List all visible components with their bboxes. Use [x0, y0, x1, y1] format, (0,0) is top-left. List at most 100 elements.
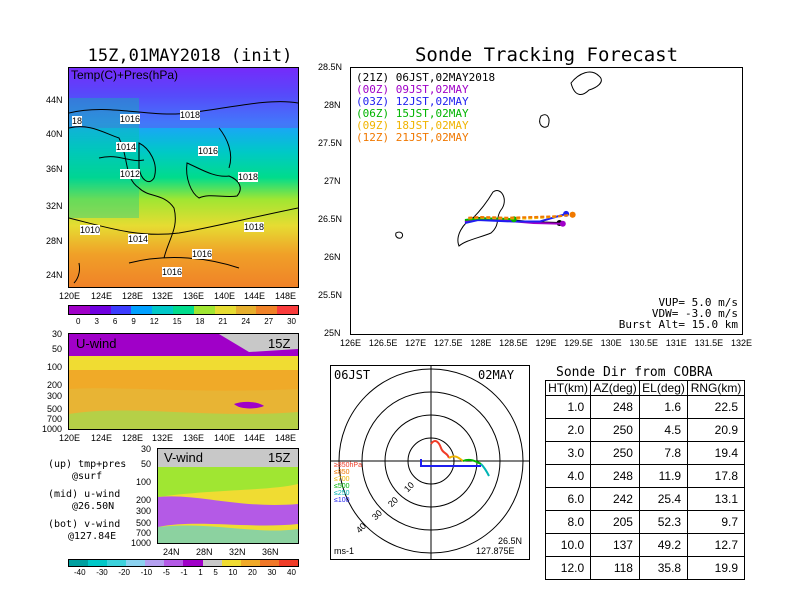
legend-run: (21Z) [356, 71, 390, 84]
lon-label: 120E [59, 291, 81, 301]
u-wind-weak-patch [219, 334, 298, 352]
table-cell: 1.6 [638, 395, 689, 419]
legend-time: 06JST,02MAY2018 [395, 71, 496, 84]
u-xlabel: 128E [122, 433, 144, 443]
colorbar-label: 15 [172, 317, 182, 326]
v-ylabel: 200 [136, 495, 152, 505]
table-cell: 242 [590, 487, 640, 511]
fc-lat-label: 26.5N [318, 214, 343, 224]
table-cell: 6.0 [544, 487, 592, 511]
colorbar-swatch [110, 306, 132, 314]
surface-map [68, 67, 299, 288]
table-row: 2.0 250 4.5 20.9 [544, 418, 745, 442]
v-ylabel: 100 [136, 477, 152, 487]
wind-swatch [259, 560, 279, 566]
islands [395, 71, 602, 247]
v-wind-surface [158, 525, 298, 543]
wind-colorbar-label: -20 [118, 568, 130, 577]
fc-lon-label: 126E [340, 338, 362, 348]
polar-svg [331, 366, 529, 559]
colorbar-swatch [69, 306, 90, 314]
table-header: EL(deg) [638, 380, 689, 396]
u-xlabel: 148E [275, 433, 297, 443]
table-cell: 20.9 [687, 418, 745, 442]
note-bot-1: (bot) v-wind [48, 519, 121, 530]
forecast-legend: (21Z) 06JST,02MAY2018 (00Z) 09JST,02MAY … [356, 72, 495, 144]
v-wind-northerly [158, 496, 298, 527]
u-ylabel: 30 [52, 329, 63, 339]
map-overlay-label: Temp(C)+Pres(hPa) [71, 68, 179, 82]
sonde-dir-title: Sonde Dir from COBRA [556, 365, 713, 380]
lat-label: 40N [46, 129, 63, 139]
trajectory-endpoint [559, 220, 566, 227]
u-wind-time: 15Z [268, 336, 291, 351]
fc-lon-label: 132E [730, 338, 752, 348]
trajectory-group [464, 210, 576, 227]
table-cell: 7.8 [638, 441, 689, 465]
u-ylabel: 700 [47, 414, 63, 424]
v-ylabel: 50 [141, 459, 152, 469]
u-ylabel: 300 [47, 391, 63, 401]
isobar-label: 1014 [116, 142, 137, 152]
legend-run: (03Z) [356, 95, 390, 108]
u-xlabel: 144E [244, 433, 266, 443]
legend-run: (09Z) [356, 119, 390, 132]
colorbar-label: 21 [218, 317, 228, 326]
fc-lon-label: 128E [470, 338, 492, 348]
wind-colorbar-label: 40 [287, 568, 296, 577]
table-cell: 52.3 [638, 510, 689, 534]
note-up-2: @surf [72, 471, 103, 482]
table-cell: 10.0 [544, 533, 592, 557]
v-xlabel: 32N [229, 547, 246, 557]
isobar-label: 1014 [128, 234, 149, 244]
colorbar-swatch [131, 306, 153, 314]
u-wind-panel [68, 333, 299, 430]
table-cell: 22.5 [687, 395, 745, 419]
table-cell: 4.0 [544, 464, 592, 488]
isobar-label: 1016 [162, 267, 183, 277]
u-wind-mid-layer [69, 356, 298, 370]
wind-swatch [278, 560, 298, 566]
fc-lon-label: 127.5E [433, 338, 463, 348]
table-cell: 9.7 [687, 510, 745, 534]
fc-lon-label: 131E [665, 338, 687, 348]
wind-colorbar-label: 10 [228, 568, 238, 577]
lat-label: 36N [46, 164, 63, 174]
level-entry: ≤850 [334, 469, 350, 476]
table-cell: 19.9 [687, 556, 745, 580]
table-cell: 248 [590, 395, 640, 419]
wind-colorbar-label: -40 [74, 568, 86, 577]
u-xlabel: 136E [183, 433, 205, 443]
table-header-row: HT(km) AZ(deg) EL(deg) RNG(km) [544, 380, 745, 396]
colorbar-swatch [89, 306, 111, 314]
polar-units: ms-1 [334, 546, 354, 556]
v-wind-mid [158, 467, 298, 497]
fc-lon-label: 126.5E [368, 338, 398, 348]
sonde-dir-table: HT(km) AZ(deg) EL(deg) RNG(km) 1.0 248 1.6… [544, 380, 745, 580]
table-row: 8.0 205 52.3 9.7 [544, 510, 745, 534]
fc-lon-labels: 126E 126.5E 127E 127.5E 128E 128.5E 129E… [340, 338, 752, 348]
wind-swatch [164, 560, 184, 566]
legend-time: 21JST,02MAY [395, 131, 469, 144]
polar-plot [330, 365, 530, 560]
table-cell: 25.4 [638, 487, 689, 511]
colorbar-label: 6 [112, 317, 118, 326]
isobar-label: 1016 [198, 146, 219, 156]
legend-entry-12z: (12Z) 21JST,02MAY [356, 132, 495, 144]
colorbar-label: 30 [287, 317, 296, 326]
u-wind-label: U-wind [76, 336, 117, 351]
wind-swatch [183, 560, 203, 566]
hodograph [420, 440, 490, 477]
trajectory-line [468, 213, 573, 219]
legend-time: 18JST,02MAY [395, 119, 469, 132]
table-cell: 250 [590, 441, 640, 465]
isobar-label: 18 [72, 116, 83, 126]
wind-swatch [88, 560, 108, 566]
forecast-params: VUP= 5.0 m/s VDW= -3.0 m/s Burst Alt= 15… [600, 297, 738, 330]
wind-colorbar-label: 1 [198, 568, 203, 577]
legend-time: 12JST,02MAY [395, 95, 469, 108]
u-wind-svg [69, 334, 298, 429]
colorbar-swatch [173, 306, 194, 314]
lon-label: 148E [275, 291, 297, 301]
legend-entry-03z: (03Z) 12JST,02MAY [356, 96, 495, 108]
